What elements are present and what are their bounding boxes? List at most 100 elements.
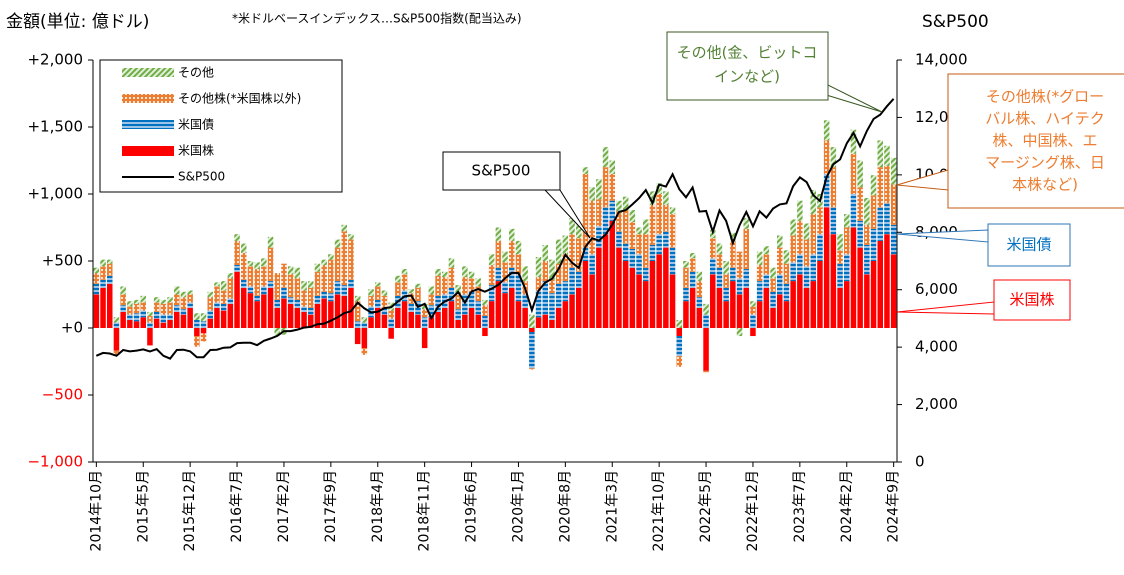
bar-segment [542,281,548,315]
x-tick-label: 2017年2月 [276,470,292,543]
bar-segment [388,318,394,328]
bar-segment [361,317,368,323]
bar-segment [140,302,146,311]
bar-segment [529,314,535,328]
bar-segment [187,294,193,303]
bar-segment [602,167,609,208]
bar-segment [462,266,468,278]
bar-segment [529,328,535,333]
bar-segment [596,179,602,200]
bar-segment [589,187,595,201]
bar-segment [522,266,528,282]
bar-segment [247,261,254,267]
bar-segment [274,307,280,328]
bar-segment [609,220,615,328]
bar-segment [582,261,589,328]
bar-segment [743,218,749,229]
bar-segment [475,286,481,302]
bar-segment [529,332,535,369]
x-tick-label: 2014年10月 [88,470,104,551]
bar-segment [415,283,421,288]
bar-segment [375,282,381,287]
bar-segment [462,314,468,328]
bar-segment [180,291,187,298]
bar-segment [576,238,582,272]
callout-other: その他(金、ビットコ インなど) [666,31,883,113]
bar-segment [609,160,615,174]
callout-text: S&P500 [472,162,531,180]
bar-segment [488,301,495,328]
y2-tick-label: 4,000 [915,338,958,356]
bar-segment [261,258,267,267]
bar-segment [730,232,736,241]
bar-segment [857,187,863,221]
bar-segment [214,307,220,328]
bar-segment [107,275,113,284]
bar-segment [689,287,696,328]
bar-segment [267,247,274,282]
bar-segment [509,287,515,328]
bar-segment [689,258,696,272]
bar-segment [830,167,837,208]
bar-segment [576,224,582,239]
bar-segment [683,301,689,328]
bar-segment [354,321,361,328]
bar-segment [341,285,347,296]
bar-segment [348,234,354,240]
bar-segment [308,287,314,308]
bar-segment [515,274,522,302]
bar-segment [227,298,234,304]
bar-segment [710,274,716,328]
bar-segment [220,290,227,304]
bar-segment [455,309,461,320]
bar-segment [227,278,234,299]
bar-segment [254,295,260,302]
bar-segment [301,281,307,291]
bar-segment [716,287,723,328]
bar-segment [214,302,220,308]
bar-segment [361,328,368,349]
plot-area: −1,000 −500 +0 +500 +1,000 +1,500 +2,000 0 2,000… [27,51,967,552]
bar-segment [549,279,555,294]
y2-tick-label: 0 [915,453,925,471]
bar-segment [663,191,669,205]
bar-segment [542,244,548,261]
bar-segment [247,266,254,287]
bar-segment [783,301,790,328]
bar-segment [616,200,622,212]
callout-text: マージング株、日 [985,154,1105,172]
bar-segment [730,267,736,282]
bar-segment [267,236,274,248]
bar-segment [468,278,475,292]
bar-segment [502,293,508,328]
bar-segment [120,294,126,306]
bar-segment [756,251,763,266]
bar-segment [636,234,642,255]
bar-segment [388,328,394,339]
bar-segment [167,302,173,315]
legend-swatch [122,94,174,103]
bar-segment [174,311,180,328]
bar-segment [609,173,615,201]
bar-segment [864,244,870,275]
x-tick-label: 2020年1月 [510,470,526,543]
bar-segment [348,239,354,280]
bar-segment [676,328,682,337]
bar-segment [596,199,602,227]
bar-segment [602,207,609,235]
bar-segment [174,294,180,306]
bar-segment [455,285,461,294]
bar-segment [750,306,756,315]
bar-segment [314,303,321,328]
bar-segment [180,297,187,310]
bar-segment [294,307,301,328]
bar-segment [636,254,642,275]
bar-segment [147,315,153,323]
bar-segment [562,301,569,328]
bar-segment [723,287,729,302]
bar-segment [555,283,562,308]
bar-segment [703,370,709,373]
x-tick-label: 2021年10月 [651,470,667,551]
bar-segment [817,261,823,328]
bar-segment [448,267,455,288]
